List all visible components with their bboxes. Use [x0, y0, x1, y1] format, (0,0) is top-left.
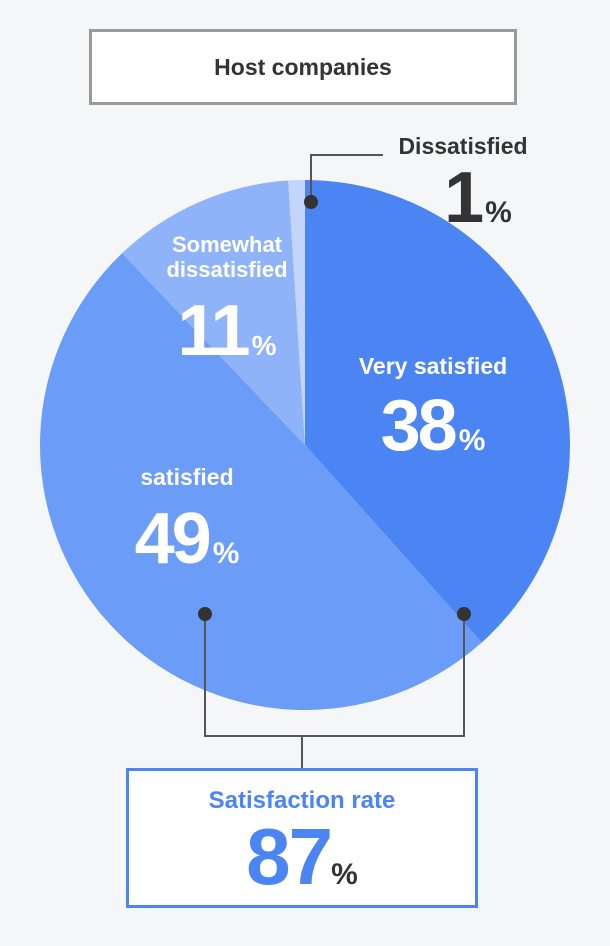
leader-lines	[198, 154, 471, 768]
slice-value-dissatisfied: 1%	[444, 158, 512, 238]
leader-dot-satisfied	[198, 607, 212, 621]
pie-slice-dissatisfied	[288, 180, 305, 445]
satisfaction-rate-percent: %	[331, 858, 358, 891]
slice-label-somewhat-dissatisfied: Somewhat	[172, 232, 283, 257]
slice-label-somewhat-dissatisfied: dissatisfied	[166, 257, 287, 282]
slice-value-very-satisfied: 38%	[381, 386, 486, 466]
chart-title: Host companies	[89, 29, 517, 105]
slice-label-dissatisfied: Dissatisfied	[398, 133, 527, 159]
leader-dot-very-satisfied	[457, 607, 471, 621]
slice-label-satisfied: satisfied	[140, 464, 233, 490]
satisfaction-rate-number: 87	[246, 812, 333, 901]
leader-line-satisfaction	[204, 614, 465, 737]
pie-slice-somewhat-dissatisfied	[122, 180, 305, 446]
leader-dot-dissatisfied	[304, 195, 318, 209]
satisfaction-rate-box: Satisfaction rate 87%	[126, 768, 478, 908]
satisfaction-rate-value: 87%	[129, 811, 475, 903]
satisfaction-rate-label: Satisfaction rate	[208, 787, 396, 814]
leader-line-dissatisfied	[310, 154, 383, 202]
slice-label-very-satisfied: Very satisfied	[359, 353, 507, 379]
slice-labels: Very satisfied 38 % satisfied 49 % Somewhatdis…	[135, 133, 528, 579]
pie-slice-satisfied	[40, 253, 482, 710]
pie-slice-very-satisfied	[305, 180, 570, 643]
slice-value-somewhat-dissatisfied: 11%	[177, 291, 276, 371]
slice-value-satisfied: 49%	[135, 499, 240, 579]
pie-slices	[40, 180, 570, 710]
